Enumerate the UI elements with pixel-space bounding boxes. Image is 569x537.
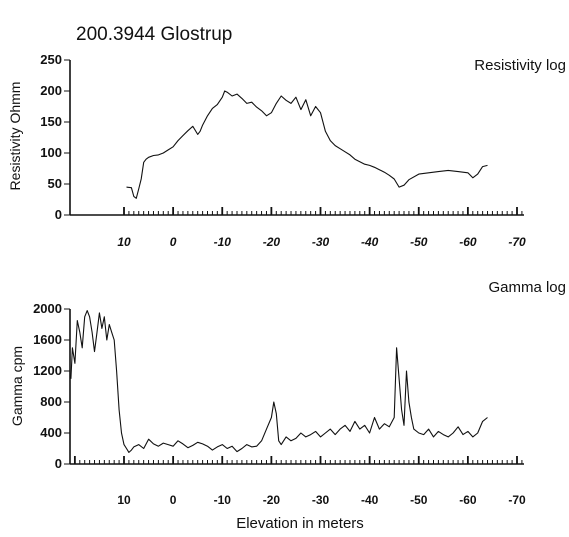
resistivity-panel: Resistivity log Resistivity Ohmm 0501001… (7, 52, 566, 249)
resistivity-y-tick-label: 100 (40, 145, 62, 160)
resistivity-series (126, 90, 488, 199)
gamma-y-tick-label: 0 (55, 456, 62, 471)
x-axis-label: Elevation in meters (236, 515, 364, 532)
resistivity-ylabel: Resistivity Ohmm (7, 82, 23, 191)
gamma-x-tick-label: -10 (214, 493, 232, 507)
figure-title: 200.3944 Glostrup (76, 24, 232, 45)
gamma-y-tick-label: 2000 (33, 301, 62, 316)
resistivity-y-ticks: 0 50 100 150 200 250 (40, 52, 70, 222)
resistivity-y-tick-label: 200 (40, 83, 62, 98)
gamma-x-ticks: 10 0 -10 -20 -30 -40 -50 -60 -70 (73, 456, 526, 507)
gamma-y-tick-label: 800 (40, 394, 62, 409)
gamma-series-line (70, 310, 488, 453)
gamma-y-tick-label: 1600 (33, 332, 62, 347)
gamma-log-title: Gamma log (488, 279, 566, 296)
resistivity-y-tick-label: 0 (55, 207, 62, 222)
resistivity-x-tick-label: -40 (361, 235, 379, 249)
gamma-x-tick-label: -30 (312, 493, 330, 507)
resistivity-x-tick-label: 0 (170, 235, 177, 249)
gamma-x-tick-label: -50 (410, 493, 428, 507)
resistivity-y-tick-label: 50 (48, 176, 62, 191)
gamma-x-tick-label: 10 (117, 493, 131, 507)
gamma-panel: Gamma log Gamma cpm 0400800120016002000 … (9, 279, 566, 507)
resistivity-x-tick-label: 10 (117, 235, 131, 249)
gamma-ylabel: Gamma cpm (9, 346, 25, 426)
resistivity-y-tick-label: 250 (40, 52, 62, 67)
resistivity-log-title: Resistivity log (474, 57, 566, 74)
resistivity-x-tick-label: -50 (410, 235, 428, 249)
resistivity-y-tick-label: 150 (40, 114, 62, 129)
gamma-x-tick-label: 0 (170, 493, 177, 507)
gamma-x-tick-label: -60 (459, 493, 477, 507)
resistivity-x-tick-label: -60 (459, 235, 477, 249)
resistivity-series-line (126, 90, 488, 199)
gamma-series (70, 310, 488, 453)
resistivity-x-tick-label: -70 (508, 235, 526, 249)
gamma-y-tick-label: 400 (40, 425, 62, 440)
gamma-x-tick-label: -20 (263, 493, 281, 507)
gamma-y-tick-label: 1200 (33, 363, 62, 378)
resistivity-x-tick-label: -30 (312, 235, 330, 249)
gamma-x-tick-label: -40 (361, 493, 379, 507)
resistivity-x-tick-label: -20 (263, 235, 281, 249)
gamma-x-tick-label: -70 (508, 493, 526, 507)
resistivity-x-tick-label: -10 (214, 235, 232, 249)
resistivity-x-ticks: 10 0 -10 -20 -30 -40 -50 -60 -70 (117, 207, 526, 249)
gamma-y-ticks: 0 400 800 1200 1600 2000 (33, 301, 70, 471)
